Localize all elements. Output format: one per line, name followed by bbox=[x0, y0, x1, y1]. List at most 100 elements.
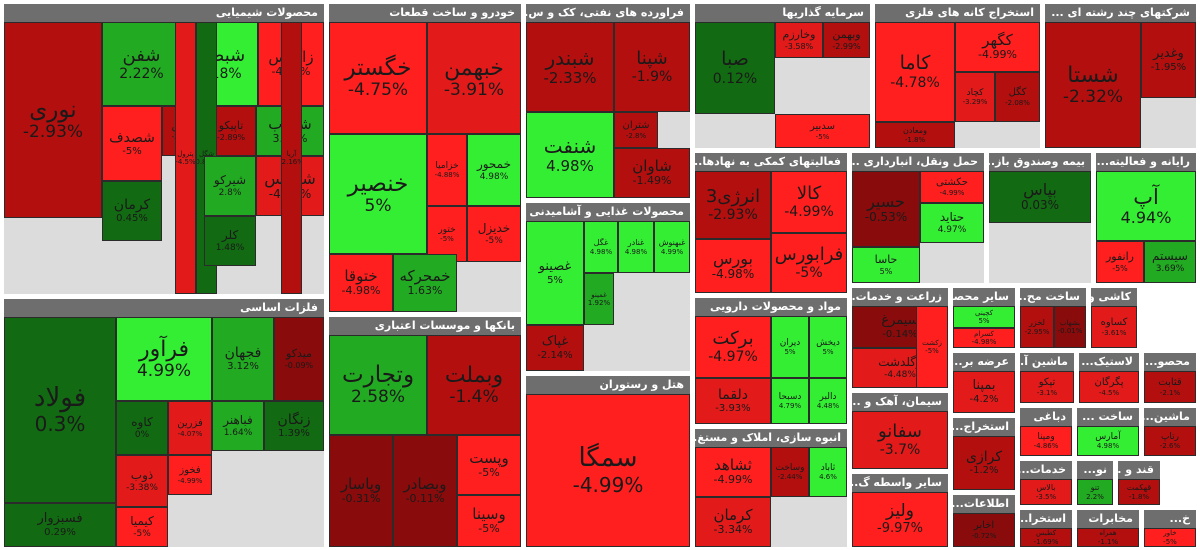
treemap-tile[interactable]: غصینو 5% bbox=[526, 221, 584, 325]
sector-title[interactable]: فعالیتهای کمکی به نهادها... bbox=[695, 153, 847, 171]
sector-title[interactable]: سایر واسطه گ... bbox=[852, 474, 948, 492]
sector-20[interactable]: عرضه بر... بمپنا -4.2% bbox=[952, 352, 1016, 414]
treemap-tile[interactable]: شستا -2.32% bbox=[1045, 22, 1141, 148]
treemap-tile[interactable]: میدکو -0.09% bbox=[274, 317, 324, 401]
sector-28[interactable]: ساخت ... آمارس 4.98% bbox=[1076, 407, 1140, 457]
treemap-tile[interactable]: وغدیر -1.95% bbox=[1141, 22, 1196, 98]
sector-title[interactable]: اطلاعات... bbox=[953, 495, 1015, 513]
treemap-tile[interactable]: فسبزوار 0.29% bbox=[4, 503, 116, 547]
sector-title[interactable]: خدمات... bbox=[1020, 461, 1072, 479]
treemap-tile[interactable]: کرمان 0.45% bbox=[102, 181, 162, 241]
sector-title[interactable]: سیمان، آهک و ... bbox=[852, 393, 948, 411]
treemap-tile[interactable]: خمحرکه 1.63% bbox=[393, 254, 457, 312]
sector-title[interactable]: فراورده های نفتی، کک و س... bbox=[526, 4, 690, 22]
treemap-tile[interactable]: غبهنوش 4.99% bbox=[654, 221, 690, 273]
sector-title[interactable]: فلزات اساسی bbox=[4, 299, 324, 317]
sector-title[interactable]: خ... bbox=[1144, 510, 1196, 528]
sector-36[interactable]: خ... خاور -5% bbox=[1143, 509, 1197, 548]
sector-3[interactable]: سرمایه گذاریها صبا 0.12% وخارزم -3.58% وبهمن -… bbox=[694, 3, 871, 149]
sector-title[interactable]: عرضه بر... bbox=[953, 353, 1015, 371]
treemap-tile[interactable]: لخزر -2.95% bbox=[1020, 306, 1054, 348]
sector-14[interactable]: مواد و محصولات دارویی برکت -4.97% دیران 5% دی… bbox=[694, 297, 848, 425]
treemap-tile[interactable]: فرابورس -5% bbox=[771, 233, 847, 293]
treemap-tile[interactable]: غنادر 4.98% bbox=[618, 221, 654, 273]
sector-27[interactable]: دباغی ومپنا -4.86% bbox=[1019, 407, 1073, 457]
sector-title[interactable]: حمل ونقل، انبارداری ... bbox=[852, 153, 984, 171]
sector-title[interactable]: استخرا... bbox=[1020, 510, 1072, 528]
treemap-tile[interactable]: غگل 4.98% bbox=[584, 221, 618, 273]
sector-title[interactable]: هتل و رستوران bbox=[526, 376, 690, 394]
treemap-tile[interactable]: فرآور 4.99% bbox=[116, 317, 212, 401]
treemap-tile[interactable]: کاوه 0% bbox=[116, 401, 168, 455]
treemap-tile[interactable]: خنصیر 5% bbox=[329, 134, 427, 254]
sector-title[interactable]: کاشی و ... bbox=[1091, 288, 1137, 306]
treemap-tile[interactable]: شاوان -1.49% bbox=[614, 148, 690, 198]
sector-31[interactable]: نو... تنو 2.2% bbox=[1076, 460, 1114, 506]
treemap-tile[interactable]: بشهاب -0.01% bbox=[1054, 306, 1086, 348]
sector-title[interactable]: بانکها و موسسات اعتباری bbox=[329, 317, 521, 335]
sector-2[interactable]: فراورده های نفتی، کک و س... شبندر -2.33% شپ… bbox=[525, 3, 691, 199]
sector-title[interactable]: دباغی bbox=[1020, 408, 1072, 426]
treemap-tile[interactable]: رتاپ -2.6% bbox=[1144, 426, 1196, 456]
treemap-tile[interactable]: خدیزل -5% bbox=[467, 206, 521, 262]
treemap-tile[interactable]: شصدف -5% bbox=[102, 106, 162, 181]
treemap-tile[interactable]: کرمان -3.34% bbox=[695, 497, 771, 547]
treemap-tile[interactable]: کطبس -1.69% bbox=[1020, 528, 1072, 547]
treemap-tile[interactable]: کاما -4.78% bbox=[875, 22, 955, 122]
treemap-tile[interactable]: خمحور 4.98% bbox=[467, 134, 521, 206]
treemap-tile[interactable]: حسیر -0.53% bbox=[852, 171, 920, 247]
treemap-tile[interactable]: بورس -4.98% bbox=[695, 239, 771, 293]
treemap-tile[interactable]: انرژی3 -2.93% bbox=[695, 171, 771, 239]
treemap-tile[interactable]: سفانو -3.7% bbox=[852, 411, 948, 469]
sector-title[interactable]: محصو... bbox=[1144, 353, 1196, 371]
sector-1[interactable]: خودرو و ساخت قطعات خگستر -4.75% خبهمن -3.91%… bbox=[328, 3, 522, 313]
sector-title[interactable]: ماشین آ... bbox=[1020, 353, 1074, 371]
sector-21[interactable]: ماشین آ...تپکو-3.1% bbox=[1019, 352, 1075, 404]
treemap-tile[interactable]: وبهمن -2.99% bbox=[823, 22, 870, 58]
treemap-tile[interactable]: خاور -5% bbox=[1144, 528, 1196, 547]
treemap-tile[interactable]: دالبر 4.48% bbox=[809, 378, 847, 424]
treemap-tile[interactable]: شنفت 4.98% bbox=[526, 112, 614, 198]
sector-35[interactable]: مخابرات همراه -1.1% bbox=[1076, 509, 1140, 548]
sector-32[interactable]: قند و ...قهکمت-1.8% bbox=[1117, 460, 1161, 506]
sector-title[interactable]: محصولات شیمیایی bbox=[4, 4, 324, 22]
treemap-tile[interactable]: ثشاهد -4.99% bbox=[695, 447, 771, 497]
sector-0[interactable]: محصولات شیمیایی نوری -2.93% شفن 2.22% شبصیر 4.… bbox=[3, 3, 325, 295]
treemap-tile[interactable]: خزامیا -4.88% bbox=[427, 134, 467, 206]
treemap-tile[interactable]: کرازی -1.2% bbox=[953, 436, 1015, 490]
treemap-tile[interactable]: غمینو 1.92% bbox=[584, 273, 614, 325]
treemap-tile[interactable]: ختوقا -4.98% bbox=[329, 254, 393, 312]
treemap-tile[interactable]: کالا -4.99% bbox=[771, 171, 847, 233]
sector-34[interactable]: استخرا... کطبس -1.69% bbox=[1019, 509, 1073, 548]
treemap-tile[interactable]: سمگا -4.99% bbox=[526, 394, 690, 547]
treemap-tile[interactable]: پگرگان -4.5% bbox=[1079, 371, 1139, 403]
treemap-tile[interactable]: شپنا -1.9% bbox=[614, 22, 690, 112]
treemap-tile[interactable]: حاسا 5% bbox=[852, 247, 920, 283]
sector-title[interactable]: نو... bbox=[1077, 461, 1113, 479]
treemap-tile[interactable]: خبهمن -3.91% bbox=[427, 22, 521, 134]
sector-19[interactable]: کاشی و ...کساوه-3.61% bbox=[1090, 287, 1138, 349]
sector-8[interactable]: محصولات غذایی و آشامیدنی غصینو 5% غگل 4.98% غ… bbox=[525, 202, 691, 372]
treemap-tile[interactable]: شفن 2.22% bbox=[102, 22, 181, 106]
treemap-tile[interactable]: آمارس 4.98% bbox=[1077, 426, 1139, 456]
sector-title[interactable]: سایر محصو... bbox=[953, 288, 1015, 306]
treemap-tile[interactable]: ومعادن -1.8% bbox=[875, 122, 955, 148]
treemap-tile[interactable]: وخارزم -3.58% bbox=[775, 22, 823, 58]
treemap-tile[interactable]: برکت -4.97% bbox=[695, 316, 771, 378]
sector-title[interactable]: انبوه سازی، املاک و مستغ... bbox=[695, 429, 847, 447]
treemap-tile[interactable]: کیمیا -5% bbox=[116, 507, 168, 547]
sector-18[interactable]: ساخت مح... لخزر -2.95% بشهاب -0.01% bbox=[1019, 287, 1087, 349]
treemap-tile[interactable]: فجهان 3.12% bbox=[212, 317, 274, 401]
treemap-tile[interactable]: وسینا -5% bbox=[457, 495, 521, 547]
sector-30[interactable]: خدمات... بالاس -3.5% bbox=[1019, 460, 1073, 506]
sector-22[interactable]: لاستیک... پگرگان -4.5% bbox=[1078, 352, 1140, 404]
sector-title[interactable]: ساخت ... bbox=[1077, 408, 1139, 426]
treemap-tile[interactable]: خگستر -4.75% bbox=[329, 22, 427, 134]
treemap-tile[interactable]: وپاسار -0.31% bbox=[329, 435, 393, 547]
treemap-tile[interactable]: تنو 2.2% bbox=[1077, 479, 1113, 505]
sector-6[interactable]: فلزات اساسی فولاد 0.3% فرآور 4.99% فجهان 3.12%… bbox=[3, 298, 325, 548]
treemap-tile[interactable]: غپاک -2.14% bbox=[526, 325, 584, 371]
treemap-tile[interactable]: کساوه -3.61% bbox=[1091, 306, 1137, 348]
sector-25[interactable]: سایر واسطه گ... ولیز -9.97% bbox=[851, 473, 949, 548]
